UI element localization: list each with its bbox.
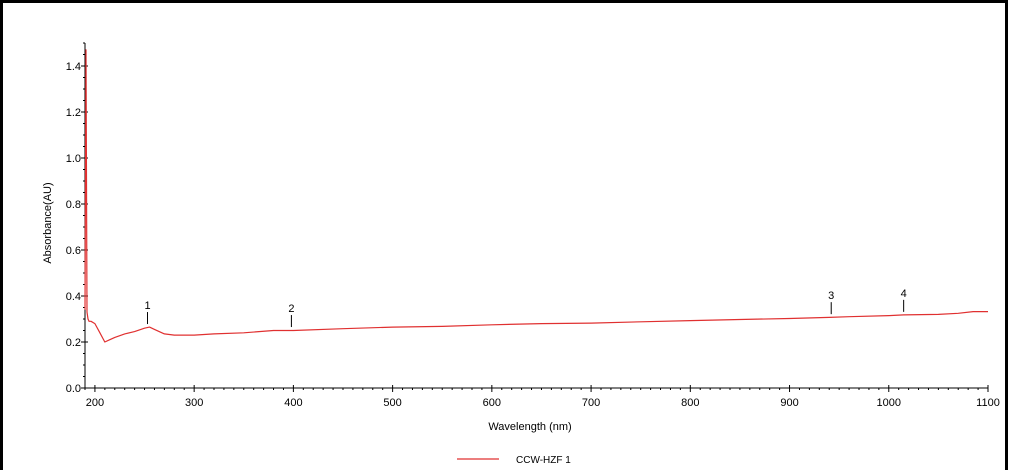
- y-tick-label: 1.4: [66, 61, 81, 73]
- absorbance-chart: 200 300 400 500 600 700 800 900 1000 1100 0.0 0.2 0…: [42, 42, 1000, 466]
- x-tick-label: 1000: [877, 397, 901, 409]
- x-tick-label: 200: [86, 397, 104, 409]
- legend-label: CCW-HZF 1: [516, 455, 571, 466]
- peak-label: 2: [288, 303, 294, 315]
- x-tick-label: 900: [780, 397, 798, 409]
- peak-label: 3: [828, 290, 834, 302]
- series-line: [84, 49, 988, 343]
- y-tick-label: 0.6: [66, 245, 81, 257]
- x-ticks: 200 300 400 500 600 700 800 900 1000 1100: [84, 385, 1000, 409]
- peak-annotations: 1 2 3 4: [144, 288, 907, 328]
- x-tick-label: 700: [582, 397, 600, 409]
- y-tick-label: 1.0: [66, 153, 81, 165]
- axes: [84, 43, 988, 389]
- y-axis-title: Absorbance(AU): [42, 182, 54, 263]
- legend: CCW-HZF 1: [457, 455, 571, 466]
- x-tick-label: 800: [681, 397, 699, 409]
- y-tick-label: 0.2: [66, 337, 81, 349]
- series-layer: [84, 49, 988, 343]
- y-tick-label: 0.0: [66, 383, 81, 395]
- x-tick-label: 600: [483, 397, 501, 409]
- x-tick-label: 1100: [976, 397, 1000, 409]
- y-tick-label: 1.2: [66, 107, 81, 119]
- peak-label: 4: [901, 288, 907, 300]
- x-axis-title: Wavelength (nm): [488, 421, 571, 433]
- y-tick-label: 0.8: [66, 199, 81, 211]
- x-tick-label: 400: [284, 397, 302, 409]
- peak-label: 1: [144, 300, 150, 312]
- x-tick-label: 500: [383, 397, 401, 409]
- y-tick-label: 0.4: [66, 291, 81, 303]
- x-tick-label: 300: [185, 397, 203, 409]
